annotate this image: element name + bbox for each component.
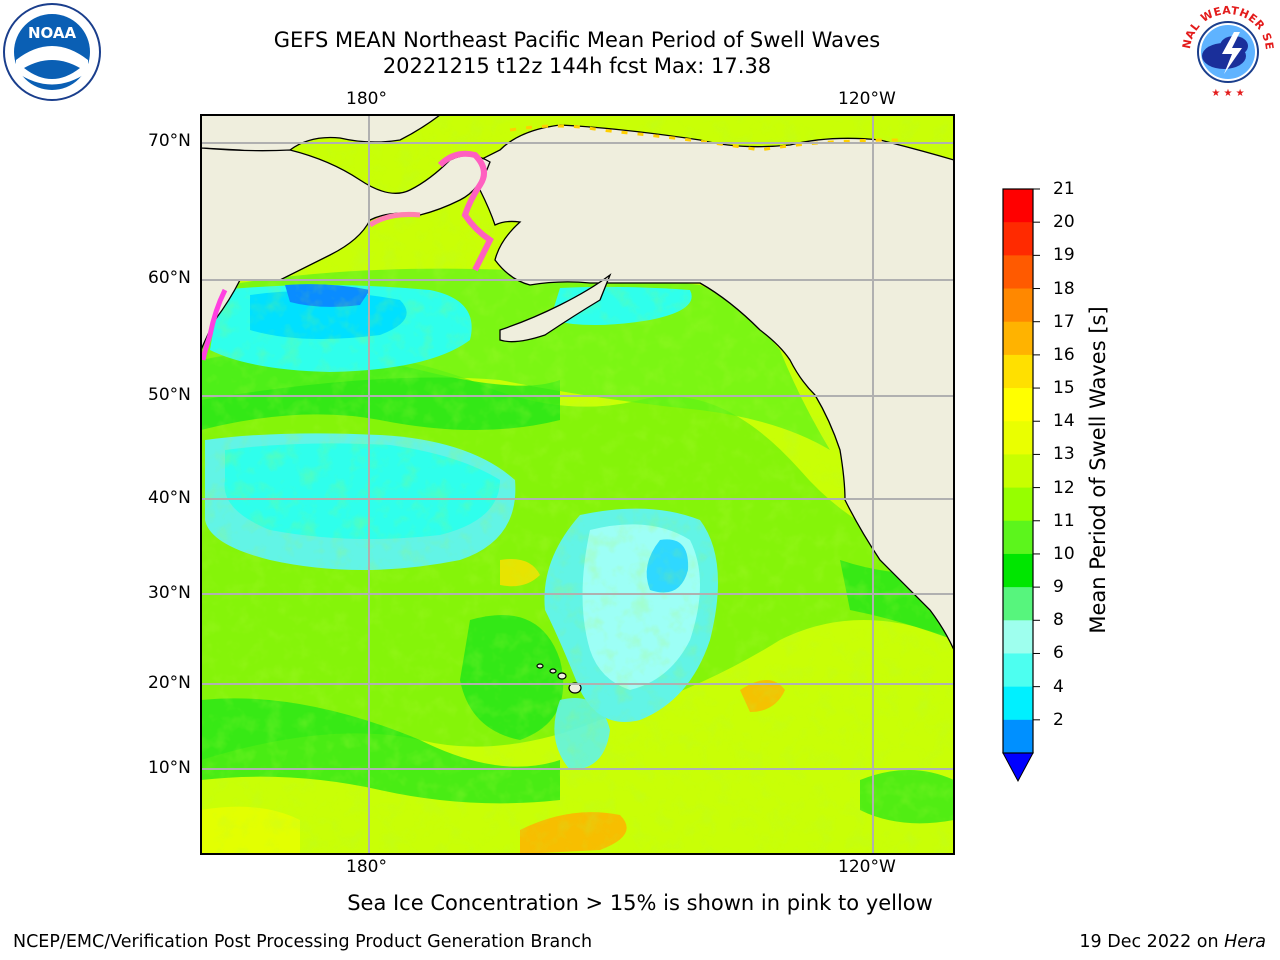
colorbar-tick-label: 18 [1053, 278, 1075, 299]
colorbar-tick-label: 16 [1053, 344, 1075, 365]
chart-title-line2: 20221215 t12z 144h fcst Max: 17.38 [382, 54, 772, 78]
colorbar-tick-label: 14 [1053, 411, 1075, 432]
colorbar-tick-label: 19 [1053, 245, 1075, 266]
colorbar-tick-label: 12 [1053, 477, 1075, 498]
land-alaska-peninsula [499, 273, 612, 343]
colorbar-tick-label: 6 [1053, 643, 1064, 664]
lon-label-top-120w: 120°W [838, 89, 896, 109]
land-hawaii [536, 663, 582, 694]
colorbar-segment [1003, 719, 1033, 754]
lat-label-40n: 40°N [148, 488, 191, 508]
colorbar-tick-label: 9 [1053, 577, 1064, 598]
lat-label-50n: 50°N [148, 385, 191, 405]
colorbar-tick-label: 13 [1053, 444, 1075, 465]
lon-label-bottom-120w: 120°W [838, 857, 896, 877]
colorbar-segment [1003, 487, 1033, 522]
noaa-logo: NOAA [2, 2, 102, 102]
colorbar-segment [1003, 553, 1033, 588]
colorbar-segment [1003, 288, 1033, 323]
colorbar-segment [1003, 255, 1033, 290]
footer-date: 19 Dec 2022 on [1079, 932, 1225, 952]
colorbar-tick-label: 15 [1053, 378, 1075, 399]
colorbar-segment [1003, 587, 1033, 621]
lat-label-20n: 20°N [148, 673, 191, 693]
land-north-america [201, 115, 954, 651]
lon-label-bottom-180: 180° [346, 857, 387, 877]
footer-host: Hera [1224, 932, 1266, 952]
lat-label-70n: 70°N [148, 131, 191, 151]
colorbar-segment [1003, 189, 1033, 223]
colorbar-tick-label: 4 [1053, 676, 1064, 697]
colorbar-segment [1003, 354, 1033, 389]
colorbar-extend-arrow [1002, 752, 1034, 783]
lon-label-top-180: 180° [346, 89, 387, 109]
colorbar [1002, 188, 1040, 783]
land-chukotka [201, 147, 491, 281]
colorbar-tick-label: 20 [1053, 212, 1075, 233]
colorbar-segment [1003, 686, 1033, 721]
colorbar-segment [1003, 421, 1033, 455]
colorbar-segment [1003, 620, 1033, 654]
map-frame [200, 114, 955, 855]
colorbar-tick-label: 11 [1053, 510, 1075, 531]
lat-label-30n: 30°N [148, 583, 191, 603]
colorbar-segment [1003, 454, 1033, 489]
colorbar-segment [1003, 520, 1033, 555]
nws-logo: NATIONAL WEATHER SERVICE ★ ★ ★ [1173, 0, 1278, 102]
graticule [201, 115, 954, 854]
lat-label-60n: 60°N [148, 268, 191, 288]
colorbar-tick-label: 10 [1053, 543, 1075, 564]
noaa-logo-text: NOAA [28, 24, 77, 42]
colorbar-segment [1003, 321, 1033, 356]
footer-left: NCEP/EMC/Verification Post Processing Pr… [13, 932, 593, 952]
colorbar-segment [1003, 222, 1033, 256]
colorbar-tick-label: 17 [1053, 311, 1075, 332]
lat-label-10n: 10°N [148, 758, 191, 778]
colorbar-segment [1003, 388, 1033, 422]
colorbar-label: Mean Period of Swell Waves [s] [1086, 306, 1110, 634]
sea-ice-note: Sea Ice Concentration > 15% is shown in … [347, 891, 933, 915]
colorbar-segment [1003, 653, 1033, 688]
svg-text:★ ★ ★: ★ ★ ★ [1211, 88, 1244, 99]
footer-right: 19 Dec 2022 on Hera [1079, 932, 1266, 952]
colorbar-tick-label: 8 [1053, 610, 1064, 631]
noaa-logo-icon: NOAA [3, 3, 101, 101]
colorbar-tick-label: 2 [1053, 709, 1064, 730]
nws-logo-icon: NATIONAL WEATHER SERVICE ★ ★ ★ [1173, 0, 1276, 100]
chart-title-line1: GEFS MEAN Northeast Pacific Mean Period … [273, 28, 881, 52]
colorbar-tick-label: 21 [1053, 179, 1075, 199]
